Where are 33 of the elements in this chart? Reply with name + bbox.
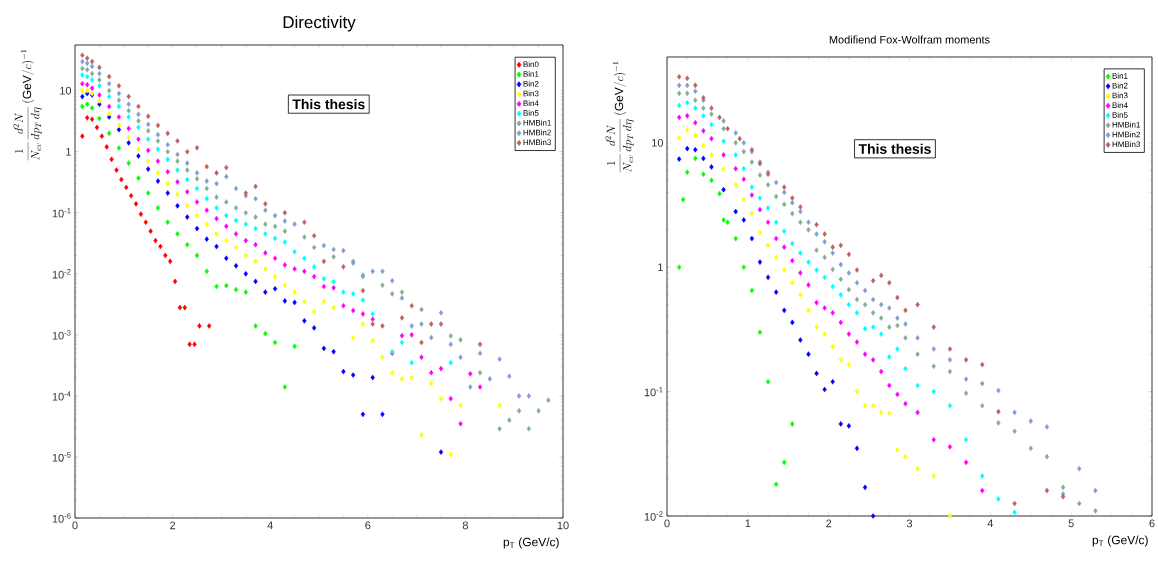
y-axis-title: $\frac{1}{N_{ev}}\frac{d^{2}N}{dp_{T}\,d\eta}\,(\mathrm{GeV}/c)^{-1}$: [605, 61, 634, 173]
y-tick-label: 1: [66, 147, 71, 156]
x-tick-label: 0: [664, 519, 670, 528]
chart-title: Modifiend Fox-Wolfram moments: [829, 35, 990, 44]
x-tick-label: 4: [987, 519, 994, 528]
x-tick-label: 2: [826, 519, 832, 528]
y-tick-label: 10$^{-1}$: [644, 386, 663, 397]
annotation: This thesis: [292, 99, 365, 110]
y-tick-label: 10: [652, 138, 664, 147]
y-tick-label: 10$^{-3}$: [52, 330, 71, 340]
y-tick-label: 10$^{-1}$: [52, 208, 71, 218]
chart-title: Directivity: [283, 15, 356, 32]
x-tick-label: 6: [1149, 519, 1155, 528]
y-tick-label: 10$^{-2}$: [52, 269, 71, 279]
x-tick-label: 10: [557, 521, 569, 530]
x-tick-label: 4: [267, 521, 273, 530]
x-tick-label: 8: [462, 521, 468, 530]
y-tick-label: 10: [60, 86, 72, 95]
y-axis-title: $\frac{1}{N_{ev}}\frac{d^{2}N}{dp_{T}\,d\eta}\,(\mathrm{GeV}/c)^{-1}$: [13, 49, 42, 161]
y-tick-label: 1: [658, 263, 663, 271]
x-tick-label: 5: [1068, 519, 1074, 528]
y-tick-label: 10$^{-4}$: [52, 391, 71, 401]
y-tick-label: 10$^{-5}$: [52, 452, 71, 462]
annotation: This thesis: [858, 143, 931, 154]
x-tick-label: 3: [906, 519, 913, 528]
y-tick-label: 10$^{-6}$: [52, 513, 71, 523]
x-tick-label: 2: [170, 521, 176, 530]
x-tick-label: 1: [745, 519, 751, 528]
x-tick-label: 0: [72, 521, 78, 530]
x-axis-title: p$_{T}$ (GeV/c): [1092, 535, 1148, 547]
x-tick-label: 6: [365, 521, 371, 530]
y-tick-label: 10$^{-2}$: [644, 511, 663, 521]
x-axis-title: p$_{T}$ (GeV/c): [503, 537, 559, 549]
